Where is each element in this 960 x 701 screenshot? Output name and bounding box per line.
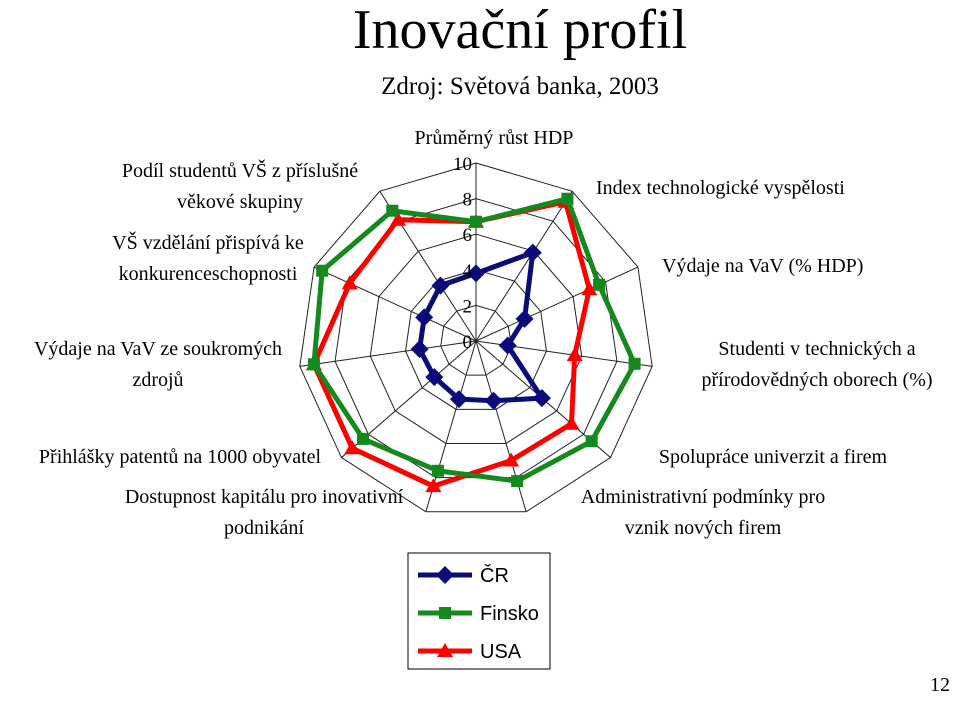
category-label-0: Průměrný růst HDP	[415, 127, 574, 149]
series-r-0-point-4	[532, 389, 551, 408]
legend-item-1-label: Finsko	[480, 603, 539, 625]
tick-label-10: 10	[453, 154, 472, 175]
grid-ring-4	[405, 269, 547, 410]
category-label-7: Přihlášky patentů na 1000 obyvatel	[39, 446, 322, 468]
series-r-0-point-2	[515, 309, 534, 328]
spoke-9	[313, 266, 477, 342]
legend-item-0-label: ČR	[480, 564, 509, 587]
legend-item-0: ČR	[418, 564, 509, 587]
category-label-5: Administrativní podmínky pro vznik nových…	[581, 486, 825, 539]
series-r-0-point-6	[449, 390, 468, 409]
series-finsko-1-point-3	[628, 357, 641, 370]
category-label-2: Výdaje na VaV (% HDP)	[662, 255, 863, 277]
series-usa-2-point-4	[563, 415, 580, 430]
series-finsko-1-line	[311, 195, 638, 484]
series-finsko-1-point-2	[593, 278, 606, 291]
category-label-6: Dostupnost kapitálu pro inovativní podnik…	[125, 486, 404, 539]
legend-item-2-marker	[437, 643, 453, 657]
series-r-0-point-1	[523, 243, 542, 262]
radial-tick-labels: 0 2 4 6 8 10	[453, 154, 473, 353]
tick-label-8: 8	[463, 190, 473, 211]
category-label-1: Index technologické vyspělosti	[596, 177, 845, 199]
tick-label-2: 2	[463, 296, 473, 317]
series-finsko-1-point-1	[561, 192, 574, 205]
category-label-3: Studenti v technických a přírodovědných o…	[701, 338, 932, 391]
legend-item-2: USA	[418, 641, 522, 663]
series-usa-2-point-10	[390, 211, 407, 226]
series-usa-2-point-3	[566, 347, 583, 362]
series-finsko-1-point-0	[470, 215, 482, 228]
radar-series	[305, 192, 641, 493]
series-finsko-1	[307, 192, 641, 488]
series-r-0-point-7	[425, 368, 444, 387]
series-finsko-1-point-6	[431, 464, 444, 477]
category-label-9: VŠ vzdělání přispívá ke konkurenceschopno…	[112, 230, 304, 285]
series-usa-2-point-2	[581, 281, 598, 296]
category-label-8: Výdaje na VaV ze soukromých zdrojů	[34, 338, 282, 391]
grid-ring-10	[299, 162, 653, 513]
series-usa-2-point-6	[425, 478, 442, 493]
series-r-0	[410, 243, 551, 410]
series-finsko-1-point-7	[357, 432, 370, 445]
spoke-8	[299, 340, 477, 367]
page-number: 12	[930, 674, 950, 696]
series-finsko-1-point-8	[307, 358, 320, 371]
spoke-1	[475, 190, 573, 342]
legend-item-0-marker	[436, 566, 454, 584]
series-r-0-point-8	[410, 340, 429, 359]
category-label-10: Podíl studentů VŠ z příslušné věkové skup…	[122, 158, 358, 213]
series-usa-2-point-5	[503, 452, 520, 467]
spoke-2	[475, 266, 639, 342]
series-finsko-1-point-10	[386, 204, 399, 217]
tick-label-4: 4	[463, 261, 473, 282]
legend-item-1-marker	[439, 607, 451, 619]
legend: ČR Finsko USA	[407, 552, 551, 670]
series-usa-2-point-7	[344, 440, 361, 455]
tick-label-6: 6	[463, 225, 473, 246]
category-label-4: Spolupráce univerzit a firem	[659, 446, 888, 468]
chart-subtitle: Zdroj: Světová banka, 2003	[381, 73, 659, 100]
series-finsko-1-point-4	[585, 435, 598, 448]
category-labels: Průměrný růst HDP Index technologické vys…	[34, 127, 933, 539]
series-usa-2-point-9	[341, 275, 358, 290]
grid-ring-6	[369, 233, 583, 444]
chart-title: Inovační profil	[352, 0, 688, 61]
legend-item-1: Finsko	[418, 603, 539, 625]
tick-label-0: 0	[463, 332, 473, 353]
grid-ring-2	[440, 304, 512, 376]
series-r-0-point-9	[415, 308, 434, 327]
series-finsko-1-point-9	[316, 264, 329, 277]
series-finsko-1-point-5	[511, 475, 524, 488]
series-usa-2	[305, 193, 598, 493]
legend-item-2-label: USA	[480, 641, 522, 663]
series-r-0-point-0	[467, 264, 485, 283]
series-r-0-point-10	[431, 276, 450, 295]
series-r-0-point-3	[498, 336, 517, 355]
series-r-0-point-5	[484, 391, 503, 410]
